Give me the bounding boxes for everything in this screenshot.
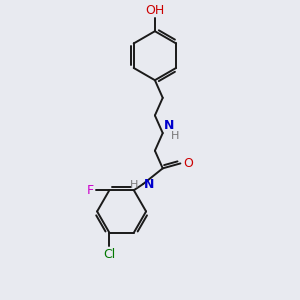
Text: Cl: Cl bbox=[103, 248, 116, 261]
Text: N: N bbox=[164, 119, 174, 132]
Text: OH: OH bbox=[145, 4, 164, 17]
Text: F: F bbox=[87, 184, 94, 197]
Text: H: H bbox=[130, 180, 138, 190]
Text: H: H bbox=[171, 131, 179, 141]
Text: N: N bbox=[144, 178, 154, 191]
Text: O: O bbox=[183, 157, 193, 170]
